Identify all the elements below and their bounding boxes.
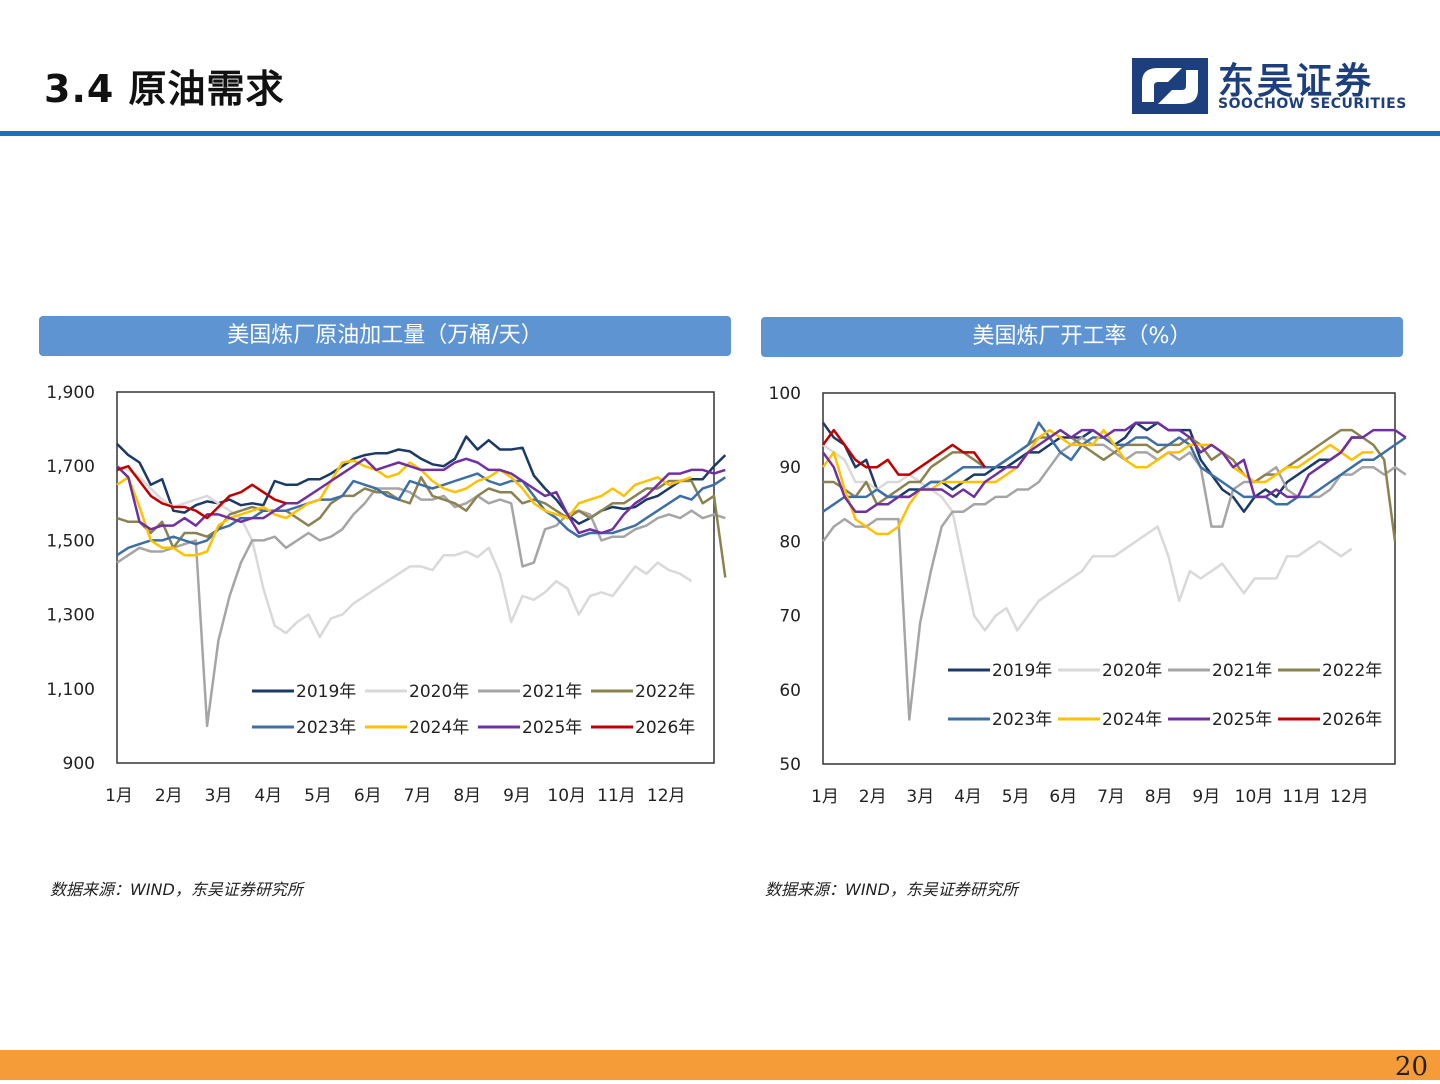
series-line-2022年 (823, 428, 1397, 542)
y-tick-label: 60 (779, 681, 801, 701)
y-tick-label: 100 (769, 384, 801, 404)
y-tick-label: 900 (63, 754, 95, 774)
x-tick-label: 6月 (354, 786, 382, 806)
legend-label: 2025年 (522, 718, 582, 738)
x-tick-label: 11月 (1282, 787, 1321, 807)
legend-label: 2023年 (992, 710, 1052, 730)
logo-english-name: SOOCHOW SECURITIES (1218, 96, 1407, 112)
series-line-2024年 (821, 428, 1374, 536)
series-line-2026年 (116, 464, 287, 520)
x-tick-label: 2月 (155, 786, 183, 806)
company-logo: 东吴证券 SOOCHOW SECURITIES (1132, 56, 1412, 116)
source-note-right: 数据来源：WIND，东吴证券研究所 (765, 880, 1018, 899)
y-tick-label: 70 (779, 607, 801, 627)
x-tick-label: 3月 (205, 786, 233, 806)
series-line-2024年 (116, 459, 692, 557)
legend-label: 2026年 (635, 718, 695, 738)
x-tick-label: 8月 (453, 786, 481, 806)
legend-label: 2026年 (1322, 710, 1382, 730)
legend-label: 2020年 (1102, 661, 1162, 681)
x-tick-label: 11月 (597, 786, 636, 806)
x-tick-label: 9月 (503, 786, 531, 806)
footer-bar (0, 1050, 1440, 1080)
logo-chinese-name: 东吴证券 (1218, 61, 1375, 102)
x-tick-label: 7月 (1097, 787, 1125, 807)
plot-frame (116, 391, 715, 764)
y-tick-label: 50 (779, 755, 801, 775)
soochow-logo-icon (1132, 58, 1208, 114)
x-tick-label: 2月 (859, 787, 887, 807)
legend-label: 2021年 (1212, 661, 1272, 681)
x-tick-label: 1月 (811, 787, 839, 807)
x-tick-label: 12月 (1330, 787, 1369, 807)
legend-label: 2022年 (1322, 661, 1382, 681)
legend-label: 2024年 (1102, 710, 1162, 730)
x-tick-label: 4月 (254, 786, 282, 806)
chart-refinery-utilization: 50 60 70 80 90 100 1月 2月 3月 4月 5月 6月 7月 8月 9月 10月 11月 12月… (769, 384, 1407, 807)
x-tick-label: 4月 (954, 787, 982, 807)
x-tick-label: 5月 (304, 786, 332, 806)
legend-label: 2019年 (296, 682, 356, 702)
series-line-2020年 (116, 465, 693, 639)
x-tick-label: 5月 (1002, 787, 1030, 807)
series-line-2021年 (116, 487, 726, 728)
x-tick-label: 10月 (1235, 787, 1274, 807)
series-line-2019年 (821, 421, 1363, 513)
x-tick-label: 7月 (404, 786, 432, 806)
x-tick-label: 8月 (1145, 787, 1173, 807)
y-tick-label: 1,100 (46, 680, 95, 700)
series-line-2023年 (116, 472, 726, 557)
y-tick-label: 1,300 (46, 606, 95, 626)
series-line-2025年 (116, 457, 726, 535)
y-tick-label: 1,900 (46, 383, 95, 403)
series-line-2020年 (822, 443, 1353, 632)
y-tick-label: 1,700 (46, 457, 95, 477)
series-line-2025年 (821, 421, 1407, 513)
series-line-2022年 (116, 476, 727, 578)
source-note-left: 数据来源：WIND，东吴证券研究所 (50, 880, 303, 899)
panel-title-right: 美国炼厂开工率（%） (761, 317, 1403, 357)
legend-label: 2019年 (992, 661, 1052, 681)
x-tick-label: 9月 (1192, 787, 1220, 807)
legend-label: 2020年 (409, 682, 469, 702)
y-tick-label: 1,500 (46, 531, 95, 551)
plot-frame (822, 392, 1396, 765)
x-tick-label: 6月 (1049, 787, 1077, 807)
x-tick-label: 1月 (105, 786, 133, 806)
header-divider (0, 131, 1440, 136)
page-title: 3.4 原油需求 (44, 67, 285, 111)
x-tick-label: 10月 (547, 786, 586, 806)
y-tick-label: 80 (779, 532, 801, 552)
legend-label: 2023年 (296, 718, 356, 738)
series-line-2026年 (821, 428, 986, 476)
y-tick-label: 90 (779, 458, 801, 478)
legend-label: 2021年 (522, 682, 582, 702)
panel-title-left: 美国炼厂原油加工量（万桶/天） (39, 316, 731, 356)
legend-label: 2024年 (409, 718, 469, 738)
x-tick-label: 12月 (647, 786, 686, 806)
x-tick-label: 3月 (906, 787, 934, 807)
legend-label: 2022年 (635, 682, 695, 702)
chart-refinery-throughput: 900 1,100 1,300 1,500 1,700 1,900 1月 2月 3月 4月 5月 6月… (46, 383, 727, 806)
legend-label: 2025年 (1212, 710, 1272, 730)
page-number: 20 (1394, 1052, 1428, 1082)
